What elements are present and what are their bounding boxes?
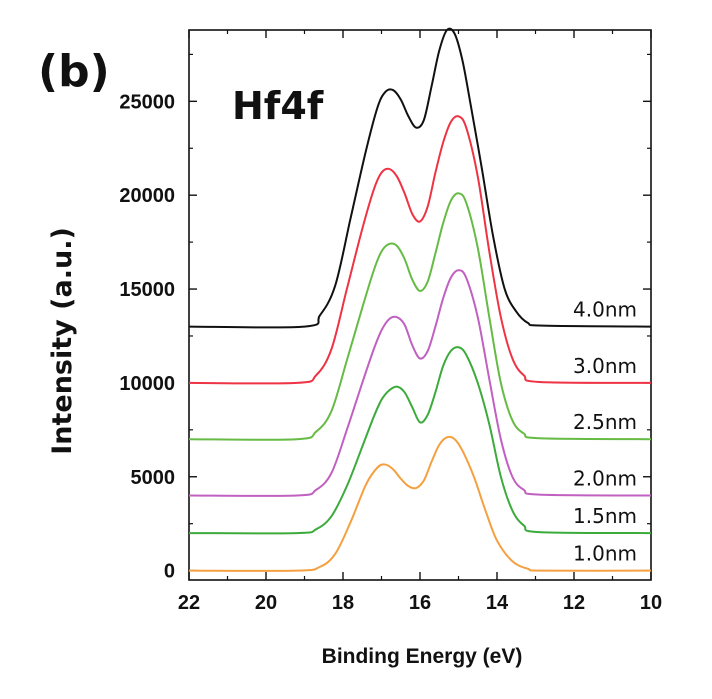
- y-tick-label: 25000: [119, 91, 175, 113]
- y-axis-title: Intensity (a.u.): [47, 227, 78, 455]
- x-tick-label: 10: [640, 592, 662, 614]
- panel-label: (b): [38, 46, 110, 97]
- y-tick-label: 0: [164, 561, 175, 583]
- series-line-1: [188, 346, 652, 535]
- x-tick-label: 18: [332, 592, 354, 614]
- series-line-5: [188, 27, 652, 329]
- series-line-3: [188, 192, 652, 441]
- series-label-2: 2.0nm: [573, 467, 637, 491]
- series-label-0: 1.0nm: [573, 542, 637, 566]
- series-label-5: 4.0nm: [573, 298, 637, 322]
- series-layer: [188, 27, 652, 572]
- x-tick-label: 20: [255, 592, 277, 614]
- x-tick-label: 22: [178, 592, 200, 614]
- series-label-3: 2.5nm: [573, 410, 637, 434]
- series-line-0: [188, 435, 652, 572]
- y-tick-label: 5000: [131, 467, 176, 489]
- y-tick-label: 10000: [119, 373, 175, 395]
- x-axis-title: Binding Energy (eV): [322, 645, 523, 668]
- series-labels: 1.0nm 1.5nm 2.0nm 2.5nm 3.0nm 4.0nm: [573, 298, 637, 566]
- x-tick-label: 14: [486, 592, 509, 614]
- x-tick-label: 12: [563, 592, 585, 614]
- x-tick-label: 16: [409, 592, 431, 614]
- y-tick-label: 20000: [119, 185, 175, 207]
- y-tick-label: 15000: [119, 279, 175, 301]
- series-line-2: [188, 269, 652, 497]
- series-label-4: 3.0nm: [573, 354, 637, 378]
- series-line-4: [188, 115, 652, 385]
- axes: 22 20 18 16 14 12 10 0 5000 10000 15000 20000 25000: [119, 29, 662, 614]
- spectrum-annotation: Hf4f: [232, 84, 324, 128]
- series-label-1: 1.5nm: [573, 504, 637, 528]
